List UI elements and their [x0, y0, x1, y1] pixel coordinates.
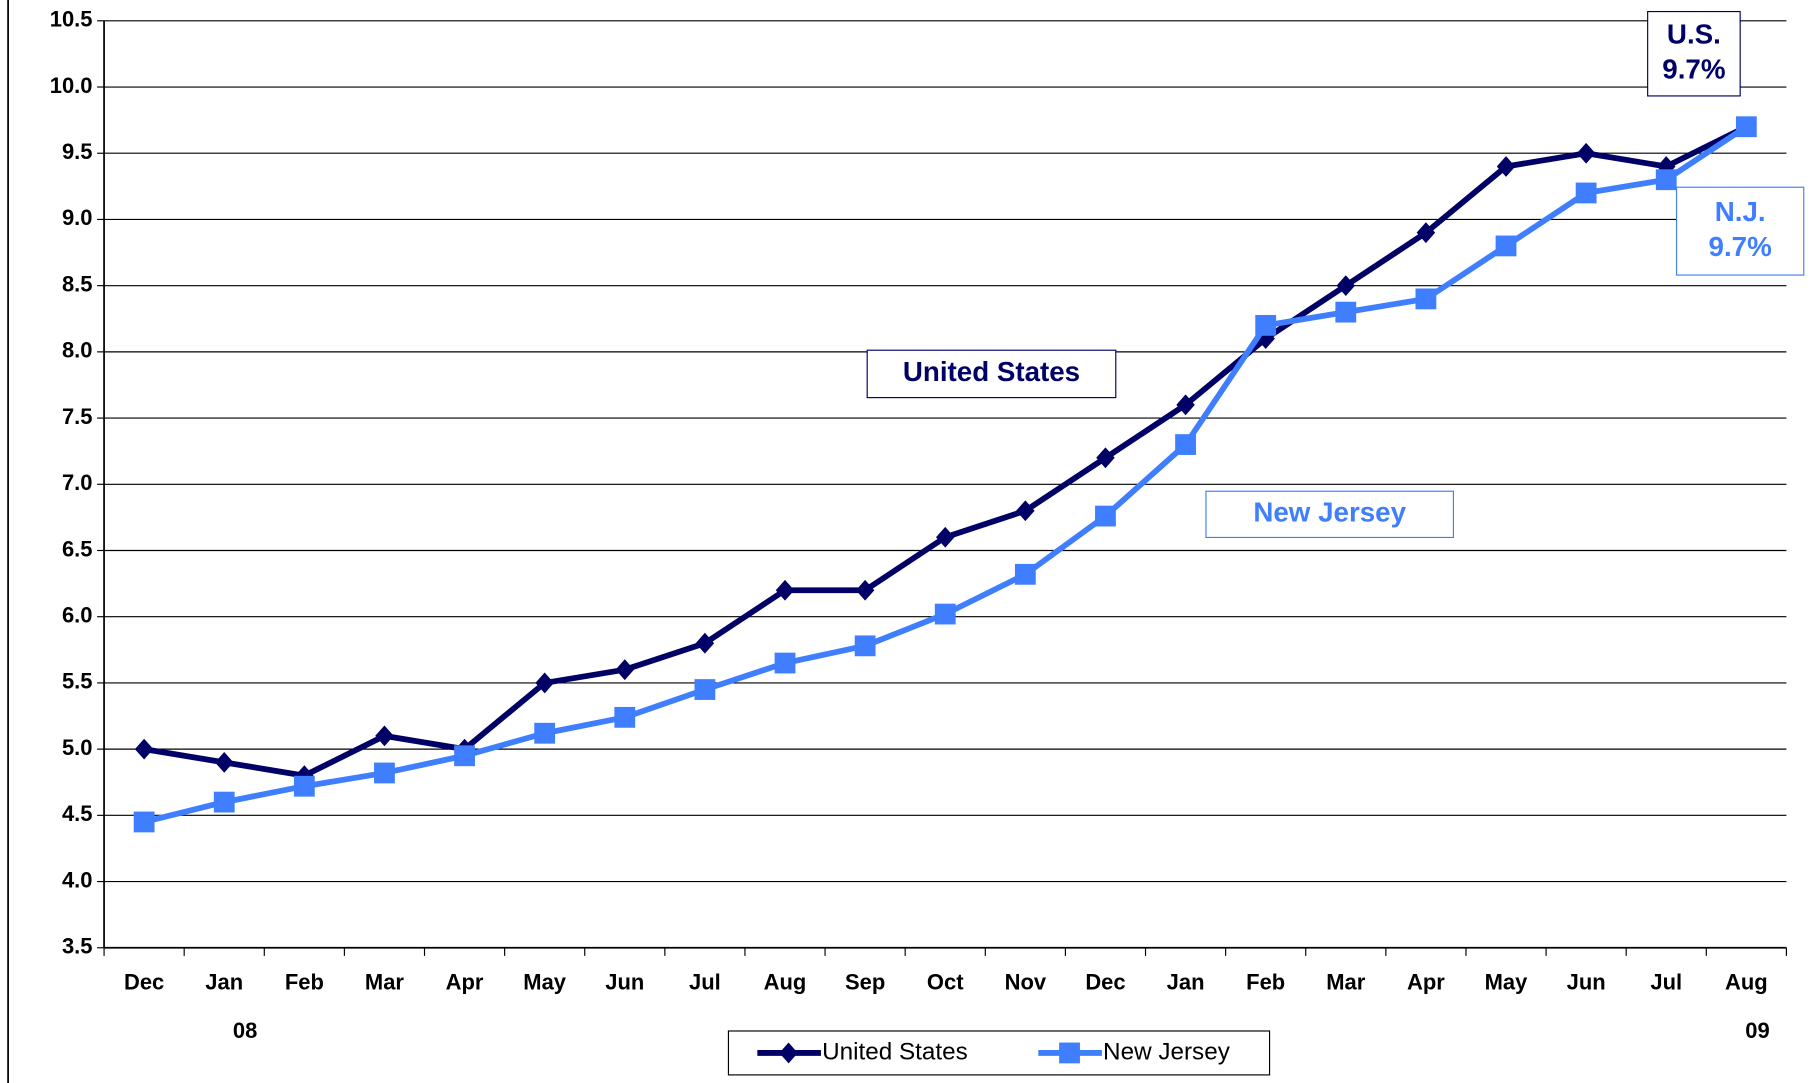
point	[935, 526, 955, 548]
point	[374, 762, 395, 784]
y-tick-label: 9.5	[62, 139, 93, 164]
year-label: 08	[233, 1018, 257, 1043]
annotation-text: 9.7%	[1662, 53, 1725, 84]
point	[534, 722, 556, 744]
point	[1416, 222, 1436, 244]
annotation-box	[1205, 490, 1454, 539]
y-tick-label: 8.5	[62, 271, 93, 296]
point	[1576, 142, 1596, 164]
point	[855, 579, 875, 601]
point	[1336, 275, 1356, 297]
chart-frame	[7, 0, 9, 1083]
point	[1415, 288, 1437, 310]
point	[1495, 235, 1517, 257]
x-tick-label: Dec	[1085, 969, 1125, 994]
annotation-box	[1675, 186, 1805, 276]
point	[133, 811, 155, 833]
annotation-text: United States	[903, 356, 1080, 387]
point	[694, 679, 716, 700]
annotation-text: 9.7%	[1709, 231, 1772, 262]
x-tick-label: Feb	[1246, 969, 1285, 994]
legend-label: United States	[822, 1038, 968, 1065]
point	[614, 706, 636, 728]
point	[454, 745, 475, 767]
point	[934, 603, 956, 625]
point	[774, 652, 796, 674]
point	[1176, 394, 1195, 416]
y-tick-label: 6.5	[62, 536, 93, 561]
point	[1655, 169, 1677, 191]
point	[1095, 505, 1116, 527]
x-tick-label: Dec	[124, 969, 164, 994]
point	[1735, 116, 1757, 138]
x-tick-label: Aug	[764, 969, 807, 994]
annotation-box	[866, 349, 1117, 399]
y-tick-label: 9.0	[62, 205, 93, 230]
y-tick-label: 3.5	[62, 934, 93, 959]
x-tick-label: Jan	[205, 969, 243, 994]
x-tick-label: May	[523, 969, 567, 994]
x-tick-label: Feb	[285, 969, 324, 994]
point	[1096, 447, 1115, 469]
legend-marker	[779, 1042, 798, 1064]
point	[535, 672, 554, 694]
y-tick-label: 8.0	[62, 338, 93, 363]
x-tick-label: Jun	[1567, 969, 1606, 994]
y-tick-label: 7.0	[62, 470, 93, 495]
x-tick-label: Jul	[689, 969, 721, 994]
y-tick-label: 10.5	[50, 7, 93, 32]
y-tick-label: 10.0	[50, 73, 93, 98]
x-tick-label: Jul	[1650, 969, 1682, 994]
x-tick-label: Nov	[1005, 969, 1047, 994]
point	[775, 579, 795, 601]
point	[1014, 563, 1036, 585]
x-tick-label: Apr	[1407, 969, 1445, 994]
y-tick-label: 7.5	[62, 404, 93, 429]
y-tick-label: 5.0	[62, 735, 93, 760]
y-tick-label: 4.0	[62, 867, 93, 892]
annotation-text: N.J.	[1715, 196, 1766, 227]
y-tick-label: 5.5	[62, 669, 93, 694]
year-label: 09	[1745, 1018, 1769, 1043]
point	[214, 751, 234, 773]
x-tick-label: Jun	[605, 969, 644, 994]
x-tick-label: Jan	[1167, 969, 1205, 994]
point	[1335, 301, 1357, 323]
x-tick-label: May	[1485, 969, 1529, 994]
series-line	[143, 124, 1748, 825]
legend-marker	[1059, 1042, 1080, 1064]
annotation-text: New Jersey	[1253, 497, 1406, 528]
point	[1016, 500, 1035, 522]
x-tick-label: Mar	[1326, 969, 1366, 994]
point	[375, 725, 394, 747]
point	[615, 659, 635, 681]
point	[854, 635, 876, 657]
point	[1255, 314, 1277, 336]
point	[1175, 434, 1196, 455]
point	[1496, 156, 1516, 177]
x-tick-label: Apr	[446, 969, 484, 994]
x-tick-label: Mar	[365, 969, 405, 994]
x-tick-label: Aug	[1725, 969, 1768, 994]
legend-label: New Jersey	[1103, 1038, 1231, 1065]
y-tick-label: 6.0	[62, 603, 93, 628]
x-tick-label: Oct	[927, 969, 964, 994]
point	[1575, 182, 1597, 204]
x-tick-label: Sep	[845, 969, 885, 994]
annotation-text: U.S.	[1667, 19, 1721, 50]
point	[293, 775, 315, 797]
annotation-box	[1647, 10, 1741, 97]
series-line	[143, 124, 1748, 779]
point	[213, 791, 235, 813]
point	[134, 738, 154, 760]
y-tick-label: 4.5	[62, 801, 93, 826]
point	[695, 632, 715, 654]
